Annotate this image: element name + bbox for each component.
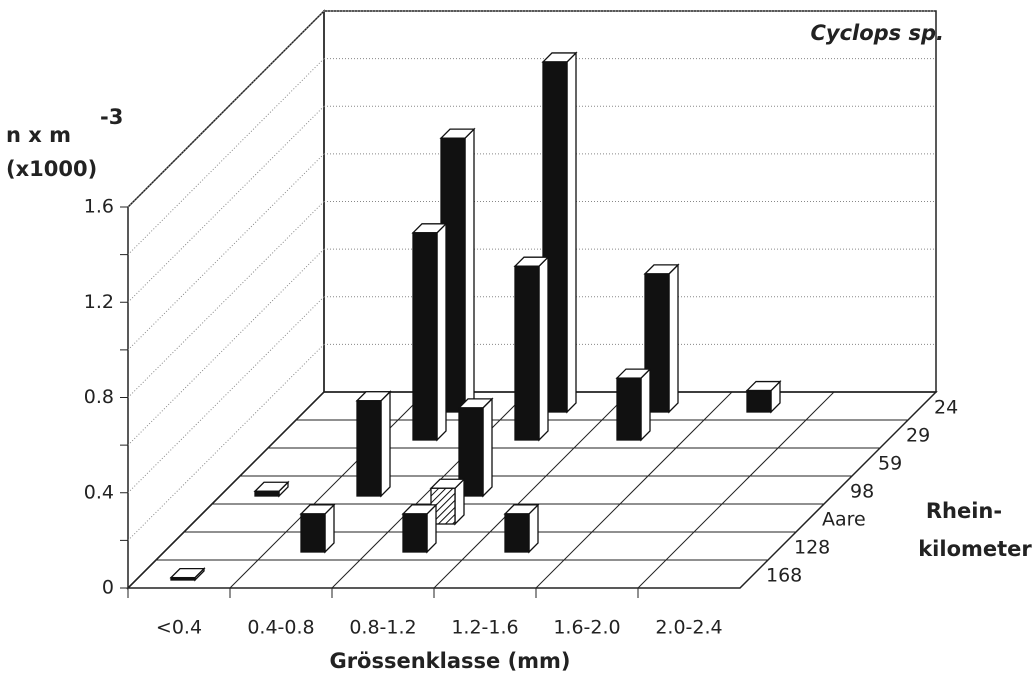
x-tick-label: 1.6-2.0 xyxy=(553,617,620,639)
bar-side xyxy=(640,367,651,442)
grid-line xyxy=(127,58,325,255)
floor-line xyxy=(433,391,631,589)
bar-side xyxy=(380,390,391,498)
x-tick-label: 1.2-1.6 xyxy=(451,617,518,639)
grid-line xyxy=(127,296,325,494)
bar xyxy=(300,513,326,553)
bar xyxy=(746,389,772,413)
x-tick-label: 0.4-0.8 xyxy=(247,617,314,639)
z-tick-label: 98 xyxy=(850,481,874,503)
bar-side xyxy=(464,127,475,414)
bar-side xyxy=(566,51,577,414)
bar-side xyxy=(482,397,493,498)
floor-line xyxy=(637,391,835,589)
z-tick-label: 29 xyxy=(906,425,930,447)
y-tick-label: 0.8 xyxy=(84,386,114,408)
x-tick-label: 2.0-2.4 xyxy=(655,617,722,639)
floor-line xyxy=(535,391,733,589)
bar-side xyxy=(436,222,447,442)
grid-line xyxy=(127,10,325,208)
z-tick-label: 24 xyxy=(934,397,958,419)
x-axis-label: Grössenklasse (mm) xyxy=(329,649,570,673)
y-axis-label-sup: -3 xyxy=(100,105,123,129)
y-tick-label: 1.2 xyxy=(84,291,114,313)
grid-line xyxy=(127,201,325,398)
y-tick-label: 1.6 xyxy=(84,196,114,218)
bar xyxy=(616,377,642,441)
bar xyxy=(356,400,382,497)
y-axis-unit: (x1000) xyxy=(6,157,97,181)
bar xyxy=(644,273,670,413)
z-axis-label: kilometer xyxy=(918,537,1032,561)
bar xyxy=(254,490,280,497)
annotation: Cyclops sp. xyxy=(810,21,944,45)
z-tick-label: 168 xyxy=(766,565,802,587)
bar xyxy=(514,265,540,441)
y-tick-label: 0 xyxy=(102,577,114,599)
bar-side xyxy=(538,255,549,442)
bar xyxy=(412,232,438,441)
z-axis-label: Rhein- xyxy=(926,499,1002,523)
z-tick-label: 59 xyxy=(878,453,902,475)
z-tick-label: 128 xyxy=(794,537,830,559)
grid-line xyxy=(127,105,325,303)
y-axis-label: n x m xyxy=(6,123,71,147)
bar-side xyxy=(668,263,679,414)
floor-line xyxy=(331,391,529,589)
grid-line xyxy=(127,153,325,351)
grid-line xyxy=(127,248,325,446)
z-tick-label: Aare xyxy=(822,509,866,531)
x-tick-label: 0.8-1.2 xyxy=(349,617,416,639)
bar xyxy=(402,513,428,553)
grid-line xyxy=(127,344,325,541)
y-tick-label: 0.4 xyxy=(84,481,114,503)
floor-line xyxy=(229,391,427,589)
bar xyxy=(504,513,530,553)
x-tick-label: <0.4 xyxy=(156,617,202,639)
bar xyxy=(170,576,196,581)
